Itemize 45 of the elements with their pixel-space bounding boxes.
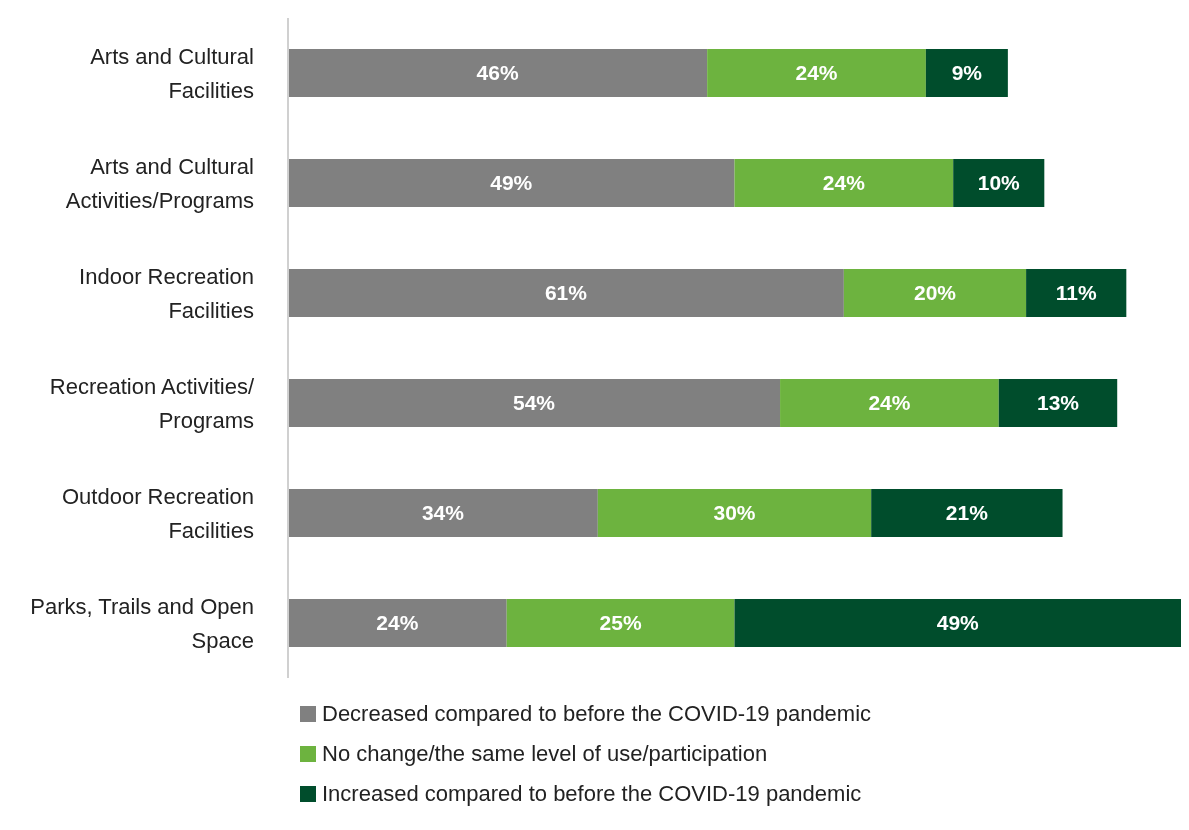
data-label: 24%: [376, 611, 419, 635]
data-label: 54%: [513, 391, 556, 415]
bar: [871, 489, 1063, 537]
data-label: 61%: [544, 281, 588, 305]
data-label: 49%: [936, 611, 980, 635]
bar: [288, 379, 781, 427]
data-label: 20%: [913, 281, 957, 305]
bar: [288, 269, 844, 317]
y-tick-label: Arts and Cultural Activities/Programs: [65, 153, 254, 213]
data-label: 11%: [1055, 281, 1097, 305]
data-label: 25%: [599, 611, 642, 635]
y-tick-label: Parks, Trails and Open Space: [30, 593, 254, 653]
data-label: 24%: [868, 391, 911, 415]
bar: [288, 49, 708, 97]
y-tick-label: Arts and Cultural Facilities: [90, 43, 254, 103]
bar: [288, 489, 598, 537]
data-label: 24%: [822, 171, 866, 195]
bar: [998, 379, 1118, 427]
data-label: 24%: [795, 61, 838, 85]
bar: [780, 379, 999, 427]
y-tick-label: Indoor Recreation Facilities: [79, 263, 254, 323]
legend-label: Decreased compared to before the COVID-19 pandemic: [322, 701, 872, 727]
bar: [734, 159, 954, 207]
data-label: 13%: [1036, 391, 1080, 415]
bar: [734, 599, 1181, 647]
bar: [953, 159, 1045, 207]
data-label: 21%: [945, 501, 989, 525]
bar: [597, 489, 872, 537]
bar: [843, 269, 1027, 317]
bar: [288, 599, 507, 647]
legend-label: Increased compared to before the COVID-19 pandemic: [322, 781, 862, 807]
bar: [506, 599, 735, 647]
data-label: 10%: [977, 171, 1021, 195]
data-label: 49%: [490, 171, 533, 195]
y-tick-label: Recreation Activities/ Programs: [49, 373, 255, 433]
data-label: 46%: [476, 61, 519, 85]
data-label: 30%: [713, 501, 756, 525]
legend-label: No change/the same level of use/participation: [322, 741, 768, 767]
data-label: 34%: [421, 501, 465, 525]
data-label: 9%: [951, 61, 983, 85]
bar: [707, 49, 926, 97]
bar: [288, 159, 735, 207]
bar: [925, 49, 1008, 97]
y-tick-label: Outdoor Recreation Facilities: [62, 483, 254, 543]
bar: [1026, 269, 1127, 317]
